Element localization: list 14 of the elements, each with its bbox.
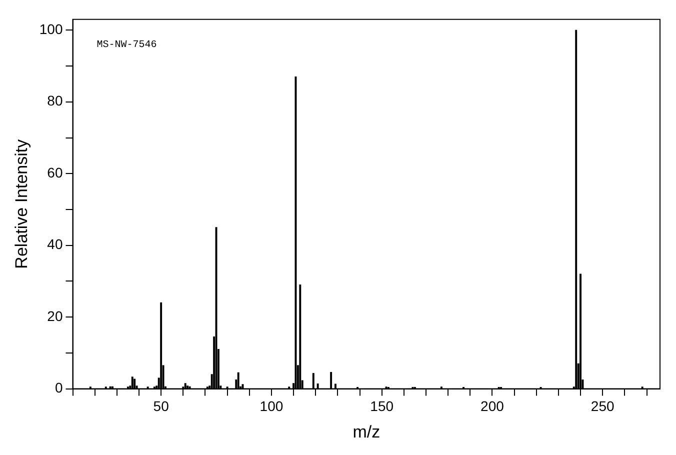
x-tick-label: 200	[480, 398, 504, 414]
y-tick-label: 60	[47, 164, 63, 180]
y-axis-title: Relative Intensity	[12, 138, 31, 269]
y-tick-label: 0	[54, 380, 63, 396]
y-tick-label: 100	[39, 21, 63, 38]
x-axis-title: m/z	[352, 422, 380, 442]
y-tick-label: 20	[47, 308, 63, 324]
y-tick-label: 80	[47, 92, 63, 109]
x-tick-label: 100	[260, 398, 284, 414]
x-tick-label: 250	[590, 398, 614, 414]
x-tick-label: 50	[153, 398, 170, 414]
annotation: MS-NW-7546	[96, 40, 157, 52]
y-tick-label: 40	[47, 236, 63, 252]
x-tick-label: 150	[370, 398, 394, 414]
